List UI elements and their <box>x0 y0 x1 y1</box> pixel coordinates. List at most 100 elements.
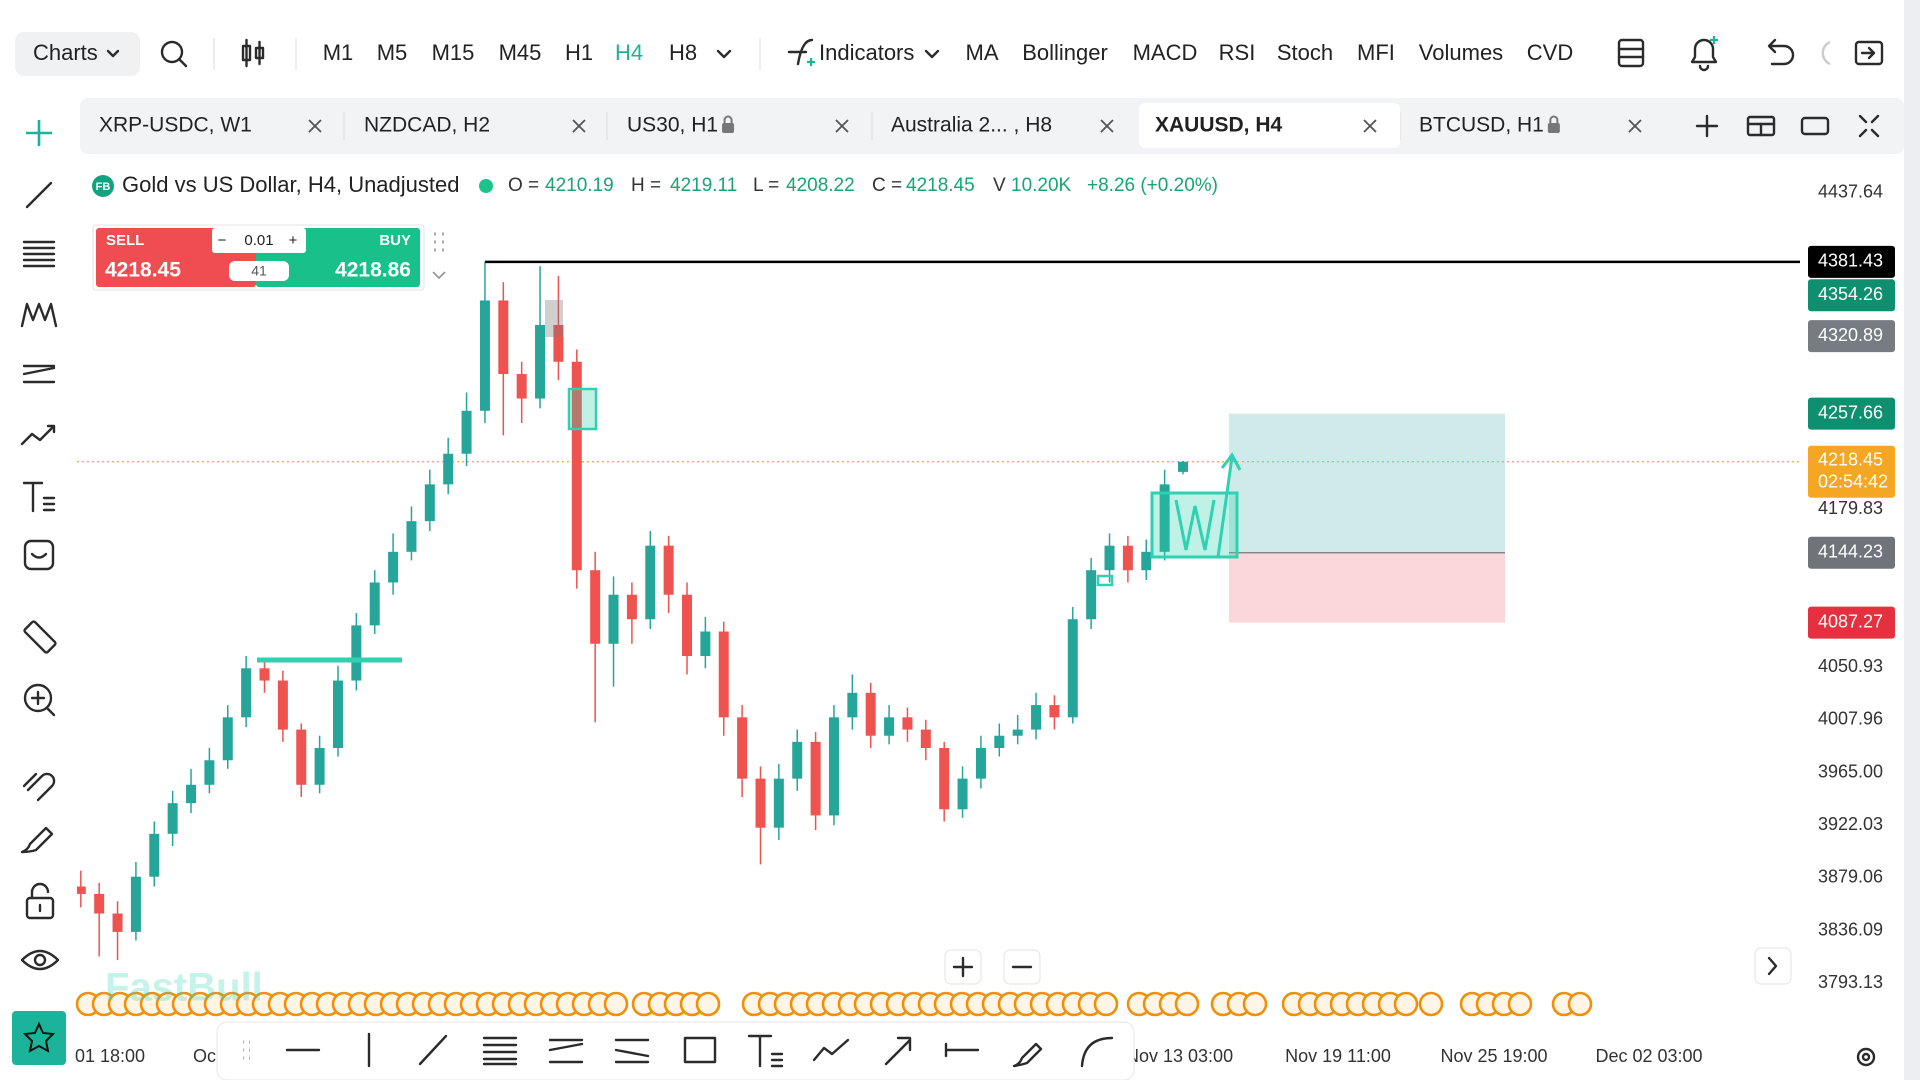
lot-minus[interactable]: − <box>218 232 227 249</box>
tab-label[interactable]: BTCUSD, H1 <box>1419 114 1544 137</box>
brush-tool[interactable] <box>20 826 54 854</box>
indicator-button[interactable]: Bollinger <box>1022 40 1108 65</box>
favorites-button[interactable] <box>12 1011 66 1065</box>
lot-plus[interactable]: + <box>289 232 298 249</box>
sell-price[interactable]: 4218.45 <box>105 259 181 282</box>
tool-fib[interactable] <box>482 1036 518 1066</box>
tab-close[interactable] <box>835 119 849 133</box>
candle-body <box>590 570 601 644</box>
indicator-button[interactable]: CVD <box>1527 40 1573 65</box>
tab-label[interactable]: XAUUSD, H4 <box>1155 114 1283 137</box>
crosshair-tool[interactable] <box>26 120 52 146</box>
candle-body <box>645 545 656 620</box>
tab-label[interactable]: NZDCAD, H2 <box>364 114 490 137</box>
fib-tool[interactable] <box>22 240 56 268</box>
text-tool[interactable] <box>22 481 56 513</box>
timeframe[interactable]: M45 <box>499 40 542 65</box>
zoom-tool[interactable] <box>23 683 56 717</box>
event-icon[interactable] <box>1418 991 1444 1017</box>
tool-rect[interactable] <box>683 1036 717 1064</box>
candle-body <box>663 545 674 595</box>
tool-path[interactable] <box>812 1038 850 1062</box>
projection-tool[interactable] <box>20 424 56 446</box>
timeframe[interactable]: H8 <box>669 40 697 65</box>
charts-label[interactable]: Charts <box>33 40 98 65</box>
indicator-button[interactable]: Stoch <box>1277 40 1333 65</box>
position-loss <box>1229 552 1505 623</box>
exit-icon[interactable] <box>1854 40 1884 66</box>
event-icon[interactable] <box>1507 991 1533 1017</box>
tool-brush[interactable] <box>1012 1042 1043 1068</box>
candle-body <box>865 692 876 736</box>
timeframe[interactable]: M1 <box>323 40 354 65</box>
event-icon[interactable] <box>1174 991 1200 1017</box>
event-icon[interactable] <box>1242 991 1268 1017</box>
tab-close[interactable] <box>1363 119 1377 133</box>
tool-ray[interactable] <box>944 1042 980 1058</box>
ruler-tool[interactable] <box>23 620 57 654</box>
sell-label[interactable]: SELL <box>106 232 144 249</box>
candle-body <box>222 717 233 761</box>
indicator-button[interactable]: MACD <box>1133 40 1198 65</box>
alert-icon[interactable] <box>1690 36 1718 72</box>
tab-label[interactable]: Australia 2... , H8 <box>891 114 1052 137</box>
tab-close[interactable] <box>308 119 322 133</box>
lock-tool[interactable] <box>25 882 55 920</box>
search-icon[interactable] <box>160 40 188 68</box>
x-tick-label: Nov 13 03:00 <box>1126 1046 1233 1066</box>
indicator-button[interactable]: RSI <box>1219 40 1256 65</box>
drag-handle[interactable] <box>243 1040 250 1060</box>
buy-price[interactable]: 4218.86 <box>335 259 411 282</box>
indicator-button[interactable]: Volumes <box>1419 40 1503 65</box>
scroll-right[interactable] <box>1754 947 1792 985</box>
buy-label[interactable]: BUY <box>379 232 411 249</box>
lot-box[interactable] <box>212 228 306 253</box>
add-tab[interactable] <box>1695 114 1719 138</box>
sticker-tool[interactable] <box>23 539 55 571</box>
layout-icon[interactable] <box>1617 38 1645 68</box>
line-tool[interactable] <box>25 181 53 209</box>
tab-label[interactable]: XRP-USDC, W1 <box>99 114 252 137</box>
candle-body <box>498 300 509 375</box>
tool-channel[interactable] <box>548 1038 584 1064</box>
tab-close[interactable] <box>1628 119 1642 133</box>
timeframe[interactable]: H1 <box>565 40 593 65</box>
timeframe[interactable]: H4 <box>615 40 643 65</box>
event-icon[interactable] <box>1093 991 1119 1017</box>
tool-arc[interactable] <box>1080 1036 1114 1068</box>
collapse[interactable] <box>432 271 446 280</box>
event-icon[interactable] <box>603 991 629 1017</box>
charts-button[interactable] <box>15 32 140 76</box>
drag-handle[interactable] <box>434 232 444 252</box>
fullscreen-icon[interactable] <box>1858 114 1880 138</box>
tab-close[interactable] <box>1100 119 1114 133</box>
channel-tool[interactable] <box>22 364 56 384</box>
timeframe-more[interactable] <box>716 49 732 59</box>
tool-pitchfork[interactable] <box>614 1038 650 1064</box>
pattern-tool[interactable] <box>20 302 58 328</box>
magnet-tool[interactable] <box>22 772 56 802</box>
indicators-icon[interactable] <box>787 38 815 66</box>
tool-line[interactable] <box>418 1034 448 1066</box>
event-icon[interactable] <box>695 991 721 1017</box>
indicator-button[interactable]: MA <box>966 40 999 65</box>
timeframe[interactable]: M5 <box>377 40 408 65</box>
indicators-label[interactable]: Indicators <box>819 40 914 65</box>
tab-label[interactable]: US30, H1 <box>627 114 718 137</box>
tool-arrow[interactable] <box>884 1036 912 1066</box>
visibility-tool[interactable] <box>20 949 60 971</box>
redo-icon[interactable] <box>1821 40 1831 66</box>
indicator-button[interactable]: MFI <box>1357 40 1395 65</box>
window-icon[interactable] <box>1800 116 1830 136</box>
undo-icon[interactable] <box>1767 38 1795 66</box>
event-icon[interactable] <box>1567 991 1593 1017</box>
event-icon[interactable] <box>1393 991 1419 1017</box>
candle-type-icon[interactable] <box>241 38 265 68</box>
settings-icon[interactable] <box>1856 1047 1876 1067</box>
split-icon[interactable] <box>1746 115 1776 137</box>
tab-close[interactable] <box>572 119 586 133</box>
tool-text[interactable] <box>747 1034 784 1068</box>
lot-value[interactable]: 0.01 <box>244 232 273 249</box>
spread: 41 <box>251 263 267 279</box>
timeframe[interactable]: M15 <box>432 40 475 65</box>
